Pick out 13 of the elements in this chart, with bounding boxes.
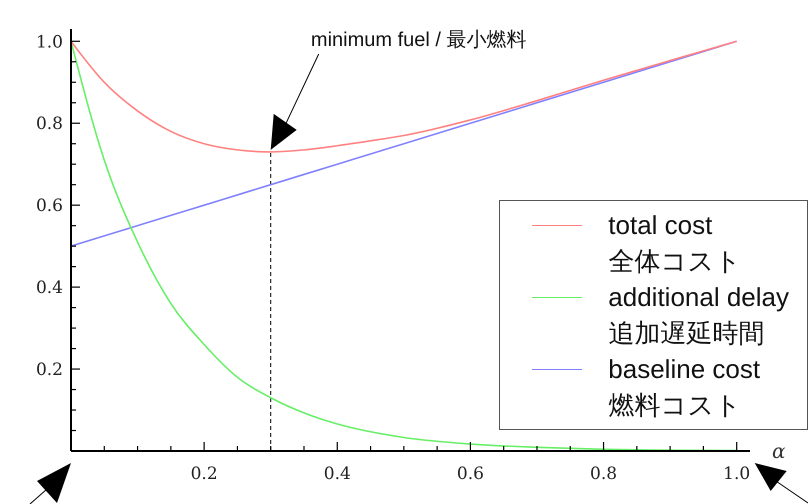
x-axis-title: α: [772, 439, 786, 463]
legend-label: baseline cost 燃料コスト: [608, 353, 760, 422]
x-tick-label: 1.0: [723, 464, 750, 484]
x-tick-label: 0.6: [456, 464, 484, 484]
x-tick-label: 0.4: [324, 464, 351, 484]
y-tick-label: 0.8: [36, 114, 63, 134]
y-tick-label: 1.0: [36, 32, 63, 52]
x-tick-label: 0.2: [190, 464, 218, 484]
y-tick-label: 0.4: [36, 278, 63, 298]
y-tick-label: 0.6: [36, 196, 63, 216]
annotation: minimum fuel / 最小燃料: [310, 29, 527, 51]
y-tick-label: 0.2: [36, 360, 63, 380]
x-tick-label: 0.8: [590, 464, 618, 484]
